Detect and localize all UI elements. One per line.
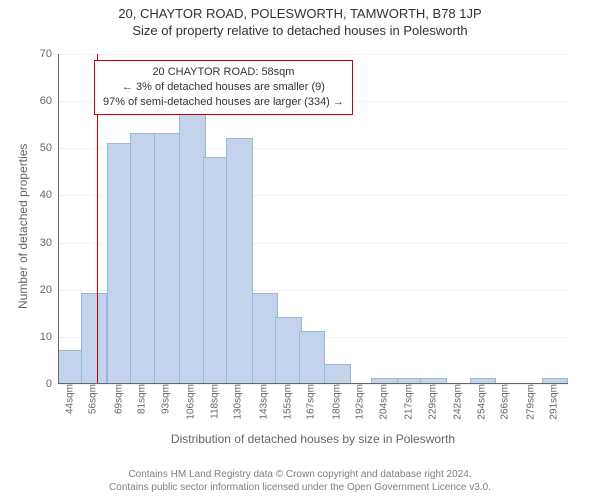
x-tick-label: 217sqm (404, 384, 415, 420)
chart-plot-area: 01020304050607044sqm56sqm69sqm81sqm93sqm… (58, 54, 568, 384)
x-tick-label: 291sqm (549, 384, 560, 420)
title-line-2: Size of property relative to detached ho… (0, 21, 600, 42)
x-tick-label: 204sqm (378, 384, 389, 420)
x-tick-label: 44sqm (64, 384, 75, 414)
x-tick-label: 266sqm (500, 384, 511, 420)
x-tick-label: 81sqm (137, 384, 148, 414)
x-axis-label: Distribution of detached houses by size … (58, 432, 568, 446)
y-tick-label: 50 (40, 142, 58, 154)
histogram-bar (154, 133, 180, 384)
x-tick-label: 118sqm (209, 384, 220, 419)
title-line-1: 20, CHAYTOR ROAD, POLESWORTH, TAMWORTH, … (0, 0, 600, 21)
footer-line-2: Contains public sector information licen… (0, 481, 600, 494)
x-tick-label: 56sqm (88, 384, 99, 414)
annotation-box: 20 CHAYTOR ROAD: 58sqm← 3% of detached h… (94, 60, 353, 115)
histogram-bar (299, 331, 325, 384)
x-tick-label: 69sqm (113, 384, 124, 414)
x-tick-label: 167sqm (306, 384, 317, 420)
histogram-bar (324, 364, 350, 384)
annotation-line: ← 3% of detached houses are smaller (9) (103, 80, 344, 95)
y-tick-label: 30 (40, 237, 58, 249)
annotation-line: 20 CHAYTOR ROAD: 58sqm (103, 65, 344, 80)
footer-line-1: Contains HM Land Registry data © Crown c… (0, 468, 600, 481)
y-tick-label: 0 (46, 378, 58, 390)
attribution-footer: Contains HM Land Registry data © Crown c… (0, 468, 600, 494)
y-tick-label: 10 (40, 331, 58, 343)
y-tick-label: 40 (40, 189, 58, 201)
histogram-bar (252, 293, 278, 384)
x-tick-label: 130sqm (233, 384, 244, 420)
x-axis-line (58, 383, 568, 384)
x-tick-label: 229sqm (427, 384, 438, 420)
y-tick-label: 70 (40, 48, 58, 60)
y-axis-label: Number of detached properties (16, 144, 30, 309)
x-tick-label: 180sqm (331, 384, 342, 420)
annotation-line: 97% of semi-detached houses are larger (… (103, 95, 344, 110)
x-tick-label: 192sqm (355, 384, 366, 420)
histogram-bar (179, 114, 205, 384)
histogram-bar (81, 293, 107, 384)
x-tick-label: 143sqm (258, 384, 269, 420)
x-tick-label: 106sqm (186, 384, 197, 420)
histogram-bar (226, 138, 252, 384)
gridline (58, 54, 568, 55)
y-axis-line (58, 54, 59, 384)
histogram-bar (58, 350, 84, 384)
x-tick-label: 93sqm (160, 384, 171, 414)
histogram-bar (107, 143, 133, 384)
y-tick-label: 60 (40, 95, 58, 107)
x-tick-label: 254sqm (476, 384, 487, 420)
x-tick-label: 155sqm (282, 384, 293, 420)
x-tick-label: 242sqm (453, 384, 464, 420)
histogram-bar (130, 133, 156, 384)
x-tick-label: 279sqm (525, 384, 536, 420)
histogram-bar (275, 317, 301, 384)
histogram-bar (203, 157, 229, 384)
y-tick-label: 20 (40, 284, 58, 296)
